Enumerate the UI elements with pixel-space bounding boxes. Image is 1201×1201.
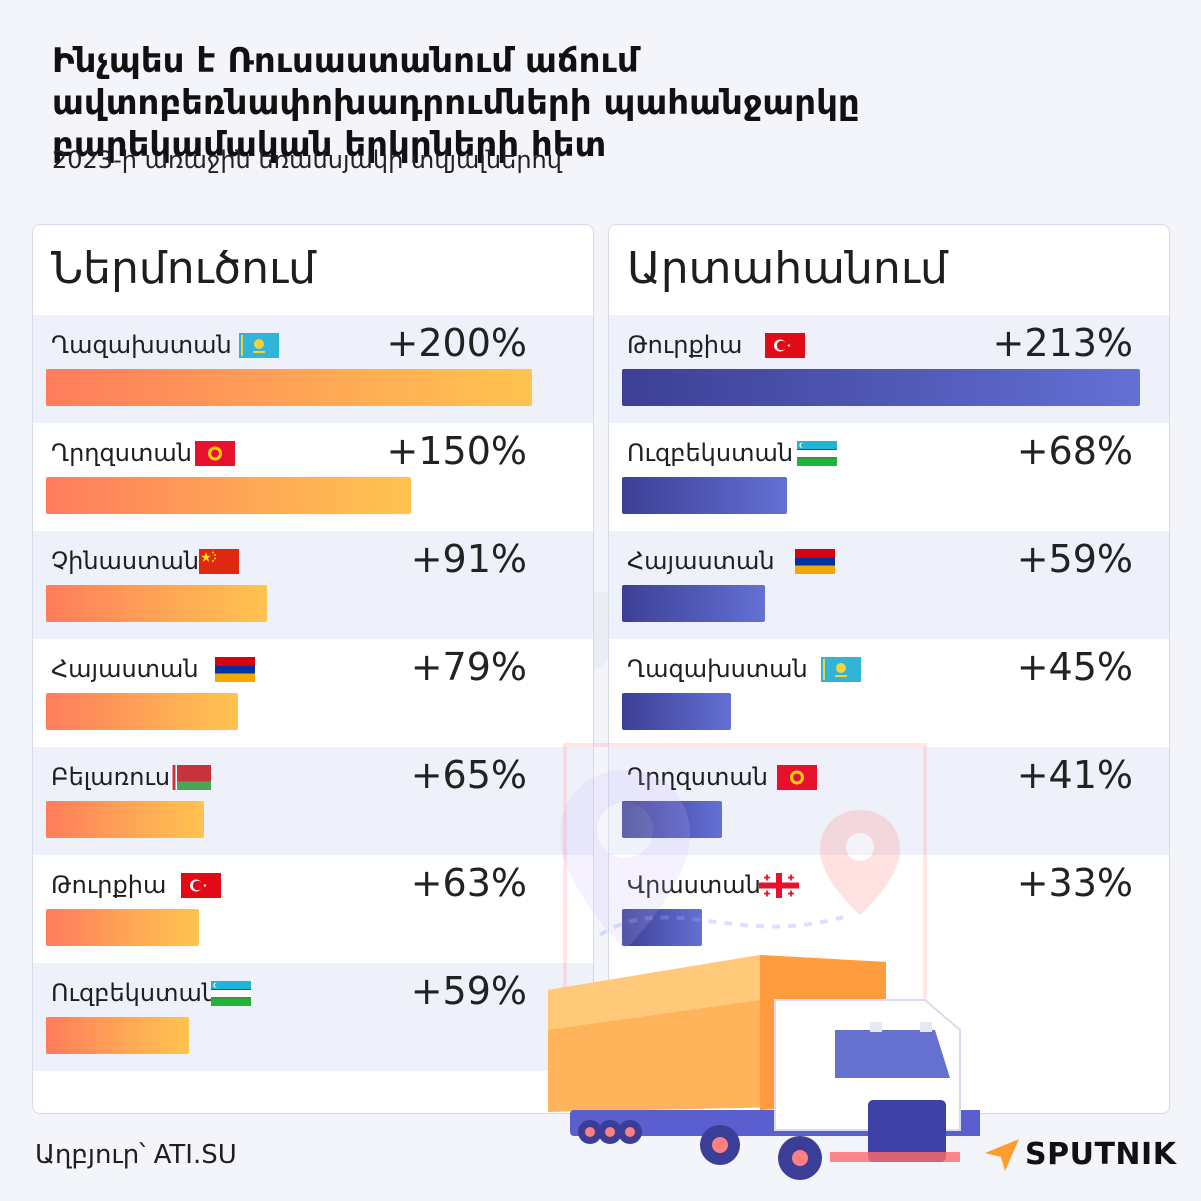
import-value-label: +91%	[410, 537, 527, 581]
import-row: Հայաստան +79%	[33, 639, 593, 747]
truck-wheels	[578, 1120, 822, 1180]
import-panel: Ներմուծում Ղազախստան +200% Ղրղզստան +150% Չի…	[32, 224, 594, 1114]
import-value-label: +59%	[410, 969, 527, 1013]
import-value-label: +63%	[410, 861, 527, 905]
import-country-label: Թուրքիա	[51, 871, 167, 899]
export-value-label: +33%	[1016, 861, 1133, 905]
export-country-label: Ղրղզստան	[627, 763, 768, 791]
import-bar	[46, 477, 411, 514]
import-bar	[46, 909, 199, 946]
import-country-label: Չինաստան	[51, 547, 200, 575]
import-bar	[46, 1017, 189, 1054]
export-row: Թուրքիա +213%	[609, 315, 1169, 423]
export-country-label: Թուրքիա	[627, 331, 743, 359]
export-rows: Թուրքիա +213% Ուզբեկստան +68% Հայաստան +59% Ղա…	[609, 315, 1169, 963]
armenia-flag-icon	[215, 657, 255, 682]
import-bar	[46, 585, 267, 622]
infographic-subtitle: 2023-ի առաջին եռամսյակի տվյալներով	[52, 146, 562, 174]
kyrgyzstan-flag-icon	[777, 765, 817, 790]
import-value-label: +150%	[386, 429, 527, 473]
export-country-label: Ղազախստան	[627, 655, 808, 683]
export-bar	[622, 585, 765, 622]
import-row: Բելառուս +65%	[33, 747, 593, 855]
import-row: Թուրքիա +63%	[33, 855, 593, 963]
source-note: Աղբյուր՝ ATI.SU	[35, 1140, 237, 1170]
export-value-label: +213%	[992, 321, 1133, 365]
sputnik-logo[interactable]: SPUTNIK	[983, 1134, 1176, 1174]
infographic-title: Ինչպես է Ռուսաստանում աճում ավտոբեռնափոխ…	[52, 41, 860, 165]
uzbekistan-flag-icon	[211, 981, 251, 1006]
export-country-label: Ուզբեկստան	[627, 439, 794, 467]
uzbekistan-flag-icon	[797, 441, 837, 466]
export-row: Ղրղզստան +41%	[609, 747, 1169, 855]
import-country-label: Հայաստան	[51, 655, 199, 683]
import-country-label: Ուզբեկստան	[51, 979, 218, 1007]
export-bar	[622, 909, 702, 946]
export-row: Վրաստան +33%	[609, 855, 1169, 963]
turkey-flag-icon	[181, 873, 221, 898]
kazakhstan-flag-icon	[821, 657, 861, 682]
sputnik-logo-icon	[985, 1139, 1019, 1171]
kyrgyzstan-flag-icon	[195, 441, 235, 466]
import-bar	[46, 693, 238, 730]
export-value-label: +41%	[1016, 753, 1133, 797]
export-row: Հայաստան +59%	[609, 531, 1169, 639]
import-row: Ղազախստան +200%	[33, 315, 593, 423]
belarus-flag-icon	[171, 765, 211, 790]
turkey-flag-icon	[765, 333, 805, 358]
kazakhstan-flag-icon	[239, 333, 279, 358]
export-value-label: +45%	[1016, 645, 1133, 689]
export-row: Ուզբեկստան +68%	[609, 423, 1169, 531]
export-row: Ղազախստան +45%	[609, 639, 1169, 747]
import-country-label: Ղազախստան	[51, 331, 232, 359]
import-row: Ղրղզստան +150%	[33, 423, 593, 531]
export-value-label: +68%	[1016, 429, 1133, 473]
import-value-label: +79%	[410, 645, 527, 689]
sputnik-logo-text: SPUTNIK	[1025, 1136, 1177, 1172]
import-rows: Ղազախստան +200% Ղրղզստան +150% Չինաստան +91% Հ…	[33, 315, 593, 1071]
export-bar	[622, 801, 722, 838]
import-country-label: Ղրղզստան	[51, 439, 192, 467]
export-bar	[622, 693, 731, 730]
export-panel: Արտահանում Թուրքիա +213% Ուզբեկստան +68% Հայ…	[608, 224, 1170, 1114]
export-bar	[622, 477, 787, 514]
import-row: Ուզբեկստան +59%	[33, 963, 593, 1071]
truck-hubcaps	[585, 1127, 808, 1166]
import-bar	[46, 369, 532, 406]
import-value-label: +65%	[410, 753, 527, 797]
import-value-label: +200%	[386, 321, 527, 365]
export-country-label: Վրաստան	[627, 871, 761, 899]
export-country-label: Հայաստան	[627, 547, 775, 575]
export-value-label: +59%	[1016, 537, 1133, 581]
import-row: Չինաստան +91%	[33, 531, 593, 639]
import-bar	[46, 801, 204, 838]
export-panel-title: Արտահանում	[627, 243, 948, 294]
china-flag-icon	[199, 549, 239, 574]
export-bar	[622, 369, 1140, 406]
georgia-flag-icon	[759, 873, 799, 898]
armenia-flag-icon	[795, 549, 835, 574]
import-country-label: Բելառուս	[51, 763, 171, 791]
import-panel-title: Ներմուծում	[51, 243, 317, 294]
